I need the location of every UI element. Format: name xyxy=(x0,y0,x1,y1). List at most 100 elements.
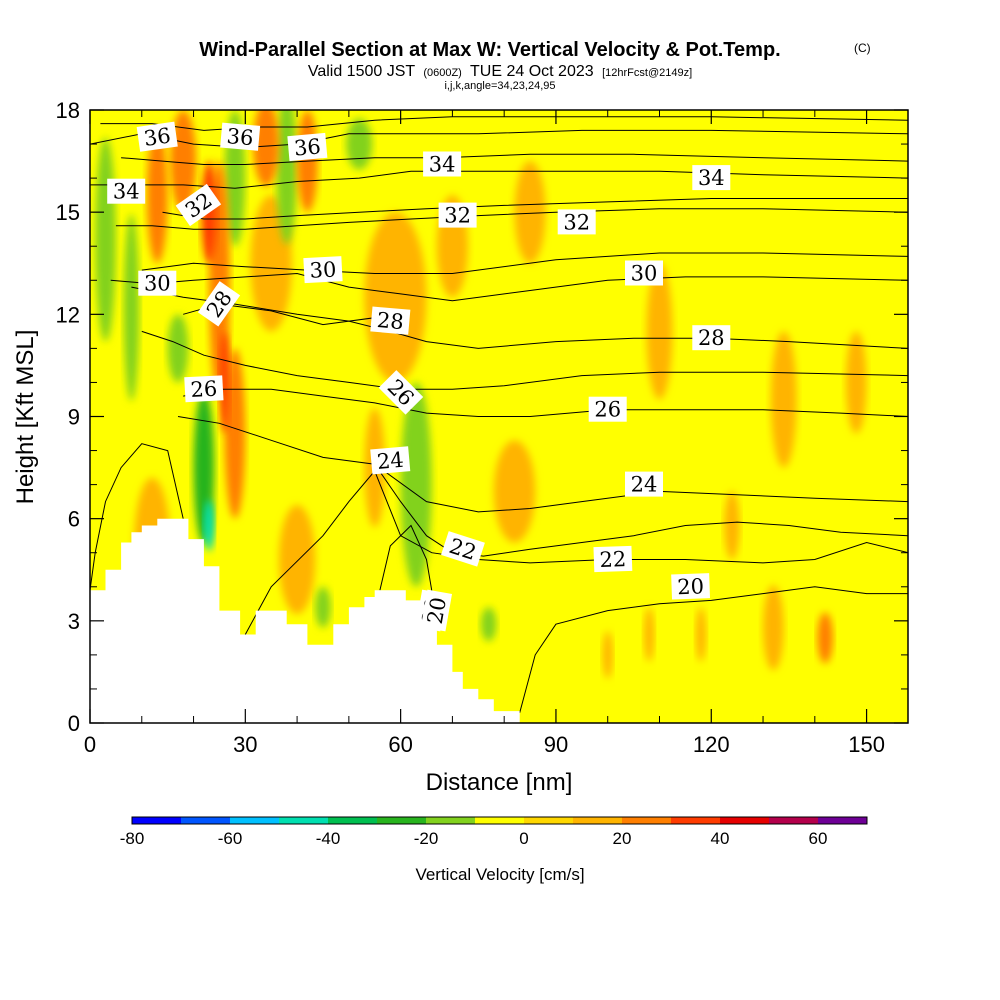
colorbar-tick-label: -80 xyxy=(120,829,145,848)
title-mark: (C) xyxy=(854,41,871,55)
velocity-cell-14 xyxy=(695,607,707,662)
x-tick-label: 90 xyxy=(544,732,568,757)
theta-contour-24 xyxy=(374,463,908,557)
y-tick-label: 3 xyxy=(68,609,80,634)
velocity-cell-20 xyxy=(167,314,189,383)
colorbar-swatch xyxy=(720,817,769,824)
contour-label-20: 20 xyxy=(671,573,711,600)
colorbar-tick-label: 60 xyxy=(809,829,828,848)
colorbar-swatch xyxy=(279,817,328,824)
contour-label-text: 36 xyxy=(142,123,172,150)
colorbar-swatch xyxy=(475,817,524,824)
theta-contour-30 xyxy=(141,252,908,274)
colorbar-swatch xyxy=(524,817,573,824)
colorbar-swatch xyxy=(426,817,475,824)
contour-label-30: 30 xyxy=(138,270,177,296)
contour-label-30: 30 xyxy=(303,256,343,284)
colorbar-swatch xyxy=(573,817,622,824)
theta-contour-32 xyxy=(162,198,908,220)
y-axis-label: Height [Kft MSL] xyxy=(12,330,39,505)
velocity-cell-11 xyxy=(724,491,740,560)
theta-contour-26 xyxy=(183,388,908,417)
contour-label-32: 32 xyxy=(438,202,477,228)
plot-area: 2020222424262628283030323234343636343230… xyxy=(90,110,908,723)
contour-label-34: 34 xyxy=(423,151,462,177)
contour-label-24: 24 xyxy=(370,446,411,475)
contour-label-34: 34 xyxy=(107,178,146,204)
colorbar-label: Vertical Velocity [cm/s] xyxy=(415,865,584,884)
contour-label-text: 30 xyxy=(144,272,171,296)
contour-label-22: 22 xyxy=(593,545,633,573)
contour-label-text: 30 xyxy=(631,262,658,286)
colorbar-swatch xyxy=(328,817,377,824)
colorbar-tick-label: 40 xyxy=(711,829,730,848)
contour-label-text: 26 xyxy=(190,377,218,402)
contour-label-text: 34 xyxy=(429,153,456,177)
velocity-cell-30 xyxy=(224,348,246,519)
theta-contour-24 xyxy=(177,416,908,513)
velocity-cell-26 xyxy=(480,607,497,642)
velocity-cell-5 xyxy=(364,212,427,383)
velocity-cell-22 xyxy=(276,110,298,245)
velocity-cell-12 xyxy=(763,585,784,671)
valid-date: TUE 24 Oct 2023 xyxy=(470,63,594,80)
valid-prefix: Valid 1500 JST xyxy=(308,63,416,80)
contour-label-text: 36 xyxy=(226,124,255,150)
velocity-cell-10 xyxy=(845,331,867,434)
y-tick-label: 18 xyxy=(56,98,80,123)
contour-label-30: 30 xyxy=(625,260,663,286)
theta-contour-34 xyxy=(90,170,908,189)
colorbar-tick-label: -40 xyxy=(316,829,341,848)
velocity-cell-36 xyxy=(219,331,230,434)
contour-label-text: 26 xyxy=(594,398,621,422)
colorbar-swatch xyxy=(230,817,279,824)
contour-label-text: 20 xyxy=(677,574,705,599)
colorbar-swatch xyxy=(132,817,181,824)
theta-contour-36 xyxy=(100,116,908,131)
velocity-cell-23 xyxy=(346,118,373,170)
velocity-cell-13 xyxy=(817,612,833,664)
colorbar-tick-label: -20 xyxy=(414,829,439,848)
velocity-cell-28 xyxy=(203,499,215,552)
x-tick-label: 60 xyxy=(388,732,412,757)
valid-time: Valid 1500 JST (0600Z) TUE 24 Oct 2023 [… xyxy=(308,63,692,80)
velocity-cell-19 xyxy=(123,213,140,402)
y-tick-label: 9 xyxy=(68,405,80,430)
contour-label-26: 26 xyxy=(588,396,627,422)
terrain xyxy=(90,518,520,723)
velocity-cell-18 xyxy=(95,137,116,342)
x-axis-label: Distance [nm] xyxy=(426,769,573,796)
colorbar-tick-label: 0 xyxy=(519,829,528,848)
contour-label-28: 28 xyxy=(692,325,731,351)
valid-utc: (0600Z) xyxy=(423,67,462,79)
grid-indices: i,j,k,angle=34,23,24,95 xyxy=(444,80,555,92)
contour-label-28: 28 xyxy=(370,306,411,335)
contour-label-24: 24 xyxy=(625,471,663,497)
contour-label-text: 32 xyxy=(444,204,471,228)
contour-label-36: 36 xyxy=(136,121,178,152)
velocity-cell-9 xyxy=(770,331,797,468)
contour-label-text: 24 xyxy=(376,448,405,474)
colorbar-swatch xyxy=(818,817,867,824)
theta-contour-20 xyxy=(379,524,438,621)
colorbar: -80 -60 -40 -20 0 20 40 60 xyxy=(120,816,868,848)
contour-label-26: 26 xyxy=(184,375,224,403)
contour-label-36: 36 xyxy=(287,132,328,162)
x-tick-label: 120 xyxy=(693,732,730,757)
theta-contour-30 xyxy=(110,272,908,302)
contour-label-34: 34 xyxy=(692,165,731,191)
contour-label-text: 24 xyxy=(631,473,658,497)
colorbar-tick-label: -60 xyxy=(218,829,243,848)
contour-label-32: 32 xyxy=(557,209,596,235)
velocity-cell-24 xyxy=(400,382,432,587)
forecast-note: [12hrFcst@2149z] xyxy=(602,67,692,79)
x-tick-label: 150 xyxy=(848,732,885,757)
velocity-cell-25 xyxy=(315,586,331,628)
contour-label-text: 20 xyxy=(423,595,451,625)
y-tick-label: 15 xyxy=(56,200,80,225)
contour-label-text: 32 xyxy=(563,210,590,234)
y-tick-label: 6 xyxy=(68,507,80,532)
contour-label-text: 36 xyxy=(293,134,322,160)
